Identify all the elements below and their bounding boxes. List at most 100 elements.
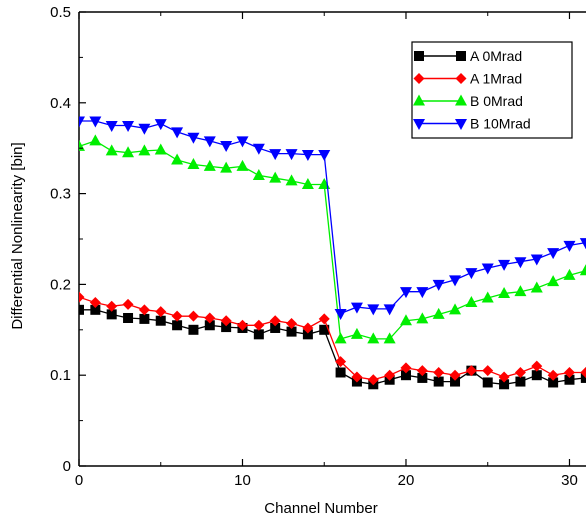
x-axis-label: Channel Number xyxy=(264,500,377,517)
data-point xyxy=(416,287,429,299)
legend-marker xyxy=(413,73,425,84)
data-point xyxy=(188,324,199,335)
data-point xyxy=(79,116,85,128)
legend-label: A 1Mrad xyxy=(470,71,522,87)
legend-marker xyxy=(455,94,467,106)
data-point xyxy=(270,322,281,333)
y-tick-label: 0.4 xyxy=(50,95,71,112)
data-point xyxy=(399,287,412,299)
data-point xyxy=(204,312,216,324)
data-point xyxy=(482,377,493,388)
data-point xyxy=(269,149,282,161)
data-point xyxy=(399,314,412,326)
data-point xyxy=(89,134,102,146)
data-point xyxy=(351,371,363,383)
data-point xyxy=(334,332,347,344)
legend-marker xyxy=(413,119,425,130)
data-point xyxy=(514,257,527,269)
y-tick-label: 0.1 xyxy=(50,367,71,384)
legend-label: B 10Mrad xyxy=(470,116,531,132)
y-tick-label: 0 xyxy=(63,458,71,475)
data-point xyxy=(481,291,494,303)
data-point xyxy=(155,315,166,326)
x-tick-label: 0 xyxy=(75,472,83,489)
legend-marker xyxy=(413,94,425,106)
data-point xyxy=(499,379,510,390)
data-point xyxy=(580,366,586,378)
legend-entry: A 1Mrad xyxy=(413,71,522,87)
data-point xyxy=(253,319,265,331)
data-point xyxy=(547,248,560,260)
data-point xyxy=(122,146,135,158)
data-point xyxy=(269,171,282,183)
data-point xyxy=(319,324,330,335)
data-point xyxy=(155,306,167,318)
data-point xyxy=(89,116,102,128)
data-point xyxy=(220,140,233,152)
data-point xyxy=(301,150,314,162)
data-point xyxy=(335,367,346,378)
data-point xyxy=(285,174,298,186)
data-point xyxy=(432,307,445,319)
data-point xyxy=(514,285,527,297)
data-point xyxy=(79,291,85,303)
data-point xyxy=(449,303,462,315)
legend-entry: A 0Mrad xyxy=(414,48,522,64)
data-point xyxy=(138,304,150,316)
data-point xyxy=(367,304,380,316)
data-point xyxy=(400,370,411,381)
legend-entry: B 10Mrad xyxy=(413,116,531,132)
data-point xyxy=(105,121,118,132)
data-point xyxy=(187,158,200,170)
data-point xyxy=(416,312,429,324)
data-point xyxy=(465,296,478,308)
data-point xyxy=(187,310,199,322)
data-point xyxy=(318,150,331,162)
data-point xyxy=(465,268,478,280)
data-point xyxy=(563,268,576,280)
data-point xyxy=(498,259,511,271)
data-point xyxy=(154,119,167,131)
data-point xyxy=(367,374,379,386)
x-tick-label: 30 xyxy=(561,472,578,489)
data-point xyxy=(530,281,543,293)
data-point xyxy=(416,365,428,377)
y-tick-label: 0.2 xyxy=(50,276,71,293)
data-point xyxy=(171,310,183,322)
y-tick-label: 0.3 xyxy=(50,186,71,203)
data-point xyxy=(433,376,444,387)
data-point xyxy=(171,127,184,139)
data-point xyxy=(252,143,265,155)
data-point xyxy=(269,315,281,327)
data-point xyxy=(187,132,200,144)
data-point xyxy=(89,297,101,309)
data-point xyxy=(383,304,396,316)
data-point xyxy=(318,313,330,325)
data-point xyxy=(514,366,526,378)
legend-marker xyxy=(455,119,467,130)
data-point xyxy=(449,275,462,287)
data-point xyxy=(204,320,215,331)
data-point xyxy=(236,136,249,148)
data-point xyxy=(105,144,118,156)
data-point xyxy=(220,315,232,327)
data-point xyxy=(531,370,542,381)
data-point xyxy=(433,366,445,378)
legend-marker xyxy=(455,73,467,84)
data-point xyxy=(498,286,511,298)
ticks-layer: 0 0.1 0.2 0.3 0.4 0.5 0 10 20 30 xyxy=(50,4,578,489)
data-point xyxy=(122,298,134,310)
data-point xyxy=(350,327,363,339)
data-point xyxy=(318,178,331,190)
data-point xyxy=(579,238,586,250)
data-point xyxy=(203,159,216,171)
data-point xyxy=(302,322,314,334)
data-point xyxy=(547,275,560,287)
series-a-1mrad xyxy=(79,291,586,386)
legend: A 0Mrad A 1Mrad B 0Mrad B 10Mrad xyxy=(411,41,573,139)
data-point xyxy=(138,123,151,135)
data-point xyxy=(482,365,494,377)
series-line xyxy=(79,309,586,385)
data-point xyxy=(531,360,543,372)
data-point xyxy=(139,313,150,324)
